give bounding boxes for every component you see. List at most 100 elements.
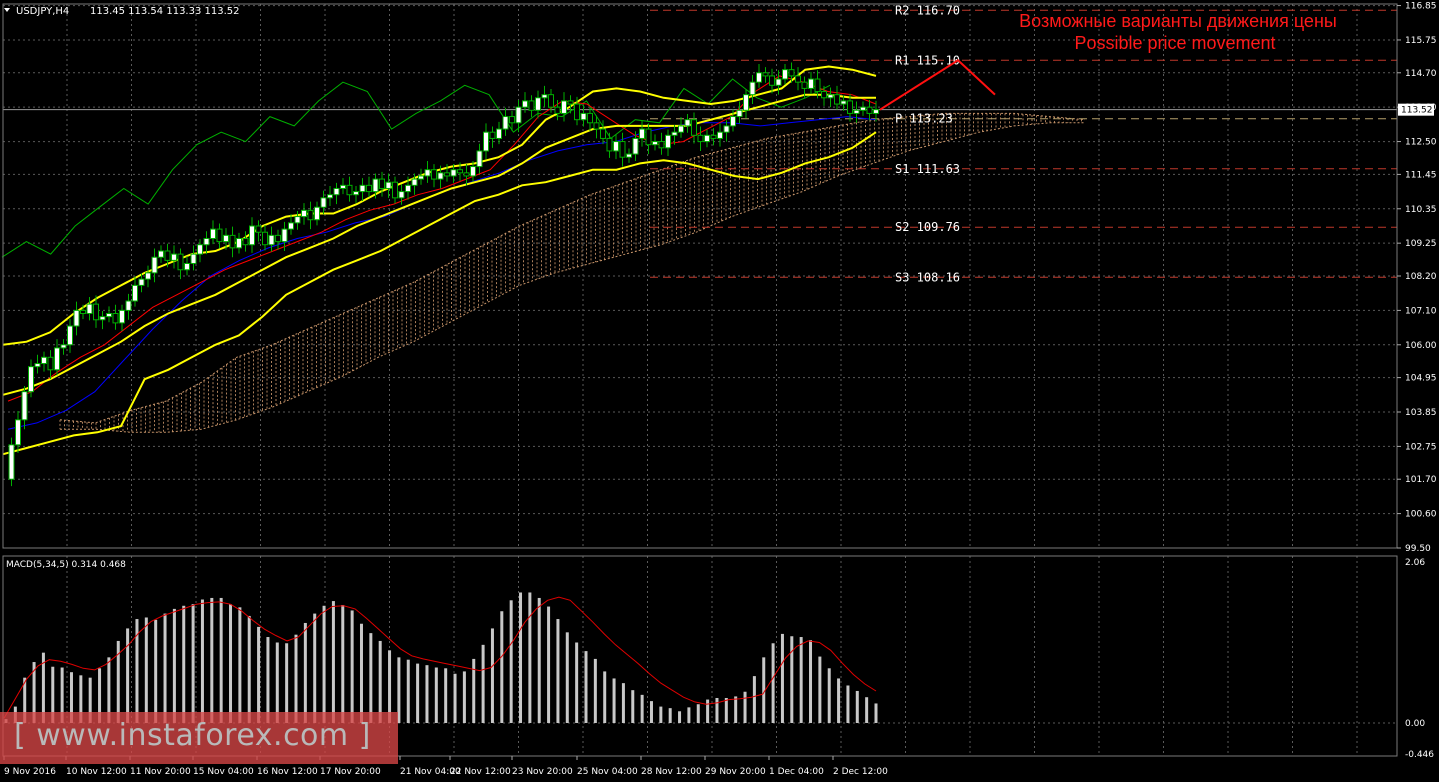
symbol-header: USDJPY,H4 xyxy=(16,6,69,17)
bull-candle xyxy=(340,184,346,189)
bull-candle xyxy=(249,225,255,246)
macd-bar xyxy=(369,633,373,723)
macd-bar xyxy=(528,592,532,723)
bear-candle xyxy=(262,231,268,246)
macd-bar xyxy=(687,707,691,723)
kijun-sen xyxy=(7,116,877,430)
menu-triangle-icon[interactable] xyxy=(4,8,10,12)
bear-candle xyxy=(489,131,496,139)
bull-candle xyxy=(99,316,106,321)
macd-bar xyxy=(874,703,878,723)
watermark-text: [ www.instaforex.com ] xyxy=(14,718,371,753)
macd-bar xyxy=(472,658,476,723)
bear-candle xyxy=(346,184,353,196)
bear-candle xyxy=(444,172,450,177)
macd-bar xyxy=(32,662,36,723)
bull-candle xyxy=(73,309,80,327)
macd-bar xyxy=(706,699,710,723)
macd-panel-border xyxy=(2,555,1398,757)
bear-candle xyxy=(587,112,593,124)
price-marker xyxy=(1398,103,1434,116)
bear-candle xyxy=(112,313,119,324)
macd-bar xyxy=(219,597,223,723)
macd-bar xyxy=(135,619,139,723)
bull-candle xyxy=(502,116,509,130)
macd-bar xyxy=(182,605,186,723)
bull-candle xyxy=(236,237,242,249)
bear-candle xyxy=(697,134,704,143)
x-tick-label: 9 Nov 2016 xyxy=(4,767,56,777)
x-tick-label: 10 Nov 12:00 xyxy=(66,767,127,777)
macd-bar xyxy=(107,657,111,723)
bear-candle xyxy=(528,100,535,111)
macd-bar xyxy=(238,607,242,723)
bull-candle xyxy=(749,81,756,96)
bull-candle xyxy=(678,125,684,133)
macd-bar xyxy=(640,694,644,723)
bull-candle xyxy=(60,344,67,349)
bear-candle xyxy=(795,75,801,83)
bull-candle xyxy=(873,109,879,114)
macd-bar xyxy=(88,677,92,723)
bull-candle xyxy=(210,228,216,239)
bull-candle xyxy=(8,444,15,480)
macd-bar xyxy=(490,628,494,723)
macd-signal-line xyxy=(3,596,877,719)
bull-candle xyxy=(34,363,41,368)
indicator-lines xyxy=(1,65,877,456)
bull-candle xyxy=(840,100,847,105)
macd-bar xyxy=(865,697,869,723)
bull-candle xyxy=(359,184,366,193)
bear-candle xyxy=(801,81,808,89)
bear-candle xyxy=(606,137,613,152)
bear-candle xyxy=(834,94,840,105)
bear-candle xyxy=(762,72,769,77)
bollinger-upper xyxy=(2,65,877,346)
bear-candle xyxy=(554,106,561,114)
bull-candle xyxy=(723,125,730,133)
macd-bar xyxy=(771,643,775,723)
macd-bar xyxy=(621,683,625,723)
y-tick-label: 103.85 xyxy=(1405,408,1437,418)
bull-candle xyxy=(730,116,736,127)
bear-candle xyxy=(307,209,314,221)
bear-candle xyxy=(80,309,86,315)
bull-candle xyxy=(327,194,333,199)
bull-candle xyxy=(756,72,762,83)
macd-bar xyxy=(350,610,354,723)
x-tick-label: 1 Dec 04:00 xyxy=(769,767,824,777)
macd-bar xyxy=(266,637,270,723)
macd-bar xyxy=(603,671,607,723)
bull-candle xyxy=(119,309,125,324)
bull-candle xyxy=(301,209,307,218)
macd-bar xyxy=(116,640,120,723)
y-tick-label: 112.50 xyxy=(1405,138,1437,148)
bull-candle xyxy=(437,172,444,180)
macd-bar xyxy=(481,644,485,723)
macd-bar xyxy=(818,656,822,723)
bull-candle xyxy=(522,100,528,108)
bear-candle xyxy=(216,228,223,243)
bull-candle xyxy=(15,419,21,446)
bull-candle xyxy=(281,228,288,243)
bull-candle xyxy=(808,78,814,89)
annotation-en: Possible price movement xyxy=(1074,33,1275,53)
bull-candle xyxy=(684,119,691,127)
y-tick-label: 102.75 xyxy=(1405,442,1437,452)
bull-candle xyxy=(398,191,405,199)
x-tick-label: 11 Nov 20:00 xyxy=(130,767,191,777)
bear-candle xyxy=(548,94,554,108)
macd-bar xyxy=(359,623,363,723)
macd-bar xyxy=(200,599,204,723)
macd-bar xyxy=(285,643,289,723)
bull-candle xyxy=(411,178,418,186)
macd-bar xyxy=(809,640,813,723)
macd-bar xyxy=(612,678,616,723)
bull-candle xyxy=(450,169,457,177)
y-tick-label: 106.00 xyxy=(1405,341,1437,351)
pivot-label: S2 109.76 xyxy=(895,220,960,234)
bull-candle xyxy=(736,109,743,118)
bull-candle xyxy=(288,222,294,230)
